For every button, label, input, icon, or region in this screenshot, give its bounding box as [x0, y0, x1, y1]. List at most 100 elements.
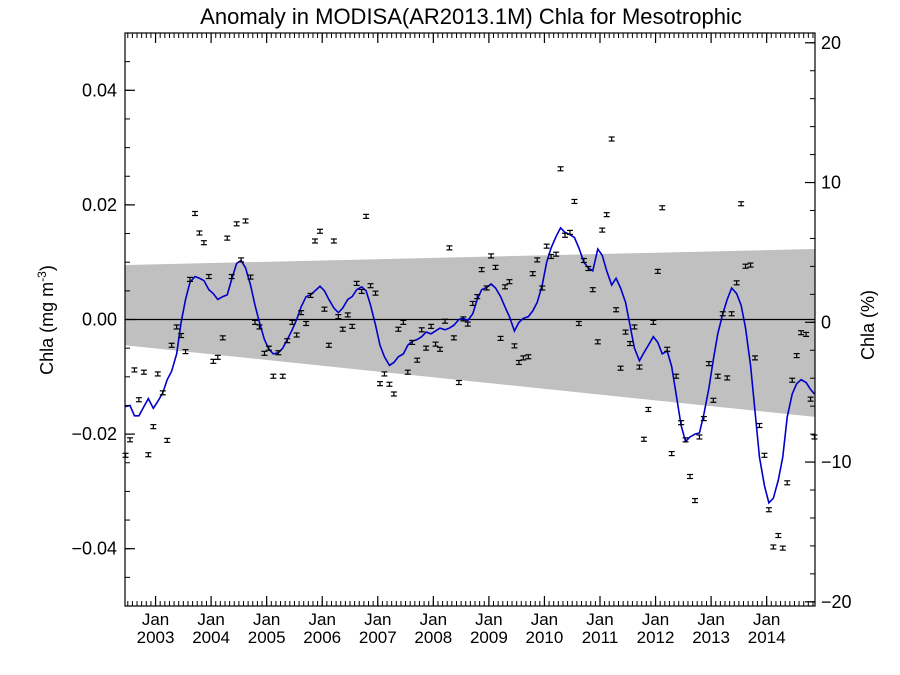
data-point	[779, 545, 786, 551]
data-point	[603, 212, 610, 218]
data-point	[682, 437, 689, 443]
data-point	[418, 327, 425, 333]
data-point	[756, 422, 763, 429]
data-point	[733, 280, 740, 286]
data-point	[238, 257, 245, 263]
data-point	[395, 326, 402, 332]
data-point	[182, 348, 189, 355]
data-point	[714, 373, 721, 379]
data-point	[613, 307, 620, 313]
data-point	[478, 267, 485, 273]
data-point	[645, 406, 652, 413]
data-point	[325, 342, 332, 348]
data-point	[738, 201, 745, 207]
data-point	[752, 355, 758, 361]
x-tick-year: 2010	[526, 628, 564, 647]
data-point	[353, 280, 360, 287]
data-point	[798, 330, 805, 336]
x-tick-month: Jan	[475, 610, 502, 629]
data-point	[775, 532, 782, 539]
x-tick-year: 2004	[192, 628, 230, 647]
data-point	[423, 345, 430, 351]
y-right-tick-label: 10	[821, 173, 841, 193]
data-point	[437, 346, 443, 352]
data-point	[502, 284, 508, 290]
x-tick-month: Jan	[420, 610, 447, 629]
data-point	[700, 416, 707, 422]
data-point	[562, 232, 568, 238]
data-point	[298, 310, 305, 316]
x-tick-year: 2011	[582, 628, 619, 647]
data-point	[659, 205, 666, 211]
data-point	[145, 452, 152, 458]
data-point	[622, 329, 629, 335]
x-tick-year: 2003	[137, 628, 175, 647]
data-point	[428, 323, 435, 329]
data-point	[506, 279, 513, 285]
data-point	[608, 136, 615, 142]
data-point	[803, 331, 810, 337]
data-point	[511, 343, 518, 349]
data-point	[728, 311, 735, 317]
data-point	[668, 450, 675, 457]
data-point	[293, 332, 300, 338]
data-point	[289, 319, 296, 325]
data-point	[275, 350, 282, 356]
data-point	[580, 257, 587, 264]
data-point	[358, 288, 365, 295]
y-left-tick-label: 0.00	[82, 310, 117, 330]
x-tick-month: Jan	[642, 610, 669, 629]
data-point	[414, 357, 421, 363]
data-point	[627, 340, 633, 347]
data-point	[474, 293, 481, 300]
data-point	[464, 321, 471, 327]
data-point	[497, 335, 504, 342]
data-point	[284, 338, 291, 344]
trend-line	[124, 226, 816, 505]
x-tick-month: Jan	[531, 610, 558, 629]
data-point	[599, 227, 606, 233]
data-point	[719, 311, 726, 317]
data-point	[761, 452, 768, 458]
data-point	[789, 377, 796, 383]
data-point	[631, 324, 638, 330]
data-point	[548, 253, 555, 260]
data-point	[173, 324, 180, 330]
x-tick-year: 2013	[692, 628, 730, 647]
data-point	[381, 371, 388, 377]
data-point	[409, 339, 416, 346]
data-point	[640, 436, 647, 442]
data-point	[228, 273, 235, 280]
data-point	[307, 292, 314, 299]
data-point	[367, 283, 374, 289]
data-point	[404, 369, 411, 375]
data-point	[654, 268, 661, 274]
data-point	[710, 397, 717, 403]
data-point	[553, 251, 560, 257]
x-tick-year: 2009	[470, 628, 508, 647]
data-point	[585, 265, 592, 272]
data-point	[386, 381, 393, 387]
data-point	[520, 355, 527, 361]
data-point	[140, 369, 147, 375]
data-point	[349, 323, 356, 329]
data-point	[135, 397, 142, 403]
y-left-tick-label: 0.02	[82, 195, 117, 215]
data-point	[575, 320, 582, 327]
data-point	[377, 381, 383, 387]
data-point	[492, 264, 499, 270]
data-point	[636, 364, 643, 370]
data-point	[571, 198, 578, 205]
data-point	[390, 391, 397, 397]
x-tick-month: Jan	[364, 610, 391, 629]
data-point	[650, 319, 657, 325]
data-point	[164, 437, 171, 444]
data-point	[178, 332, 185, 339]
data-point	[303, 320, 310, 327]
data-point	[330, 238, 337, 244]
data-point	[696, 434, 703, 440]
uncertainty-band	[125, 249, 815, 417]
data-point	[168, 342, 175, 348]
y-axis-left-label-close: )	[37, 265, 57, 271]
